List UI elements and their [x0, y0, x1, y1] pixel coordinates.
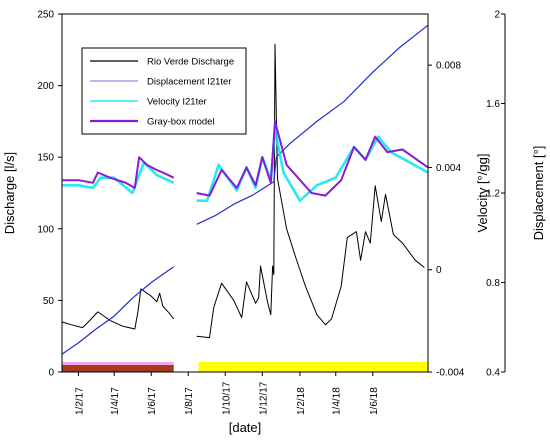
series-0-segment-0 — [61, 288, 175, 330]
discharge-axis-tick-label-5: 250 — [37, 10, 54, 21]
legend-label-2: Velocity I21ter — [147, 97, 207, 108]
x-tick-label-2: 1/6/17 — [147, 387, 158, 415]
velocity-axis-tick-label-1: 0 — [436, 265, 442, 276]
series-lines — [61, 24, 429, 355]
discharge-axis-title: Discharge [l/s] — [2, 152, 17, 234]
x-tick-label-6: 1/2/18 — [296, 387, 307, 415]
x-tick-label-1: 1/4/17 — [110, 387, 121, 415]
velocity-axis-title: Velocity [°/gg] — [475, 154, 490, 233]
legend-label-3: Gray-box model — [147, 117, 215, 128]
x-tick-label-0: 1/2/17 — [74, 387, 85, 415]
time-band-2 — [198, 362, 428, 372]
time-band-1 — [62, 365, 174, 372]
discharge-axis-tick-label-3: 150 — [37, 153, 54, 164]
velocity-axis-tick-label-3: 0.008 — [436, 61, 461, 72]
series-3-segment-0 — [62, 156, 175, 189]
discharge-axis-tick-label-2: 100 — [37, 224, 54, 235]
legend-box — [81, 47, 247, 135]
x-axis-title: [date] — [229, 420, 262, 435]
y-axes: 0 50 100 150 200 250 -0.004 0 0.004 0.008 0.4 0.8 1.… — [37, 10, 506, 379]
series-1-segment-0 — [61, 266, 175, 355]
x-tick-label-3: 1/8/17 — [184, 387, 195, 415]
x-tick-label-4: 1/10/17 — [221, 381, 232, 415]
velocity-axis-tick-label-2: 0.004 — [436, 163, 461, 174]
legend-label-0: Rio Verde Discharge — [147, 57, 234, 68]
displacement-axis-tick-label-2: 1.2 — [486, 189, 500, 200]
displacement-axis-tick-label-4: 2 — [494, 10, 500, 21]
discharge-axis-tick-label-0: 0 — [48, 368, 54, 379]
displacement-axis-title: Displacement [°] — [531, 146, 546, 241]
displacement-axis-tick-label-0: 0.4 — [486, 368, 500, 379]
x-tick-label-5: 1/12/17 — [258, 381, 269, 415]
series-2-segment-1 — [196, 127, 429, 202]
displacement-axis-tick-label-3: 1.6 — [486, 99, 500, 110]
x-axis: 1/2/17 1/4/17 1/6/17 1/8/17 1/10/17 1/12/17 1/… — [74, 372, 380, 415]
discharge-axis-tick-label-4: 200 — [37, 81, 54, 92]
velocity-axis-tick-label-0: -0.004 — [436, 368, 465, 379]
series-0-segment-1 — [196, 43, 425, 339]
legend: Rio Verde Discharge Displacement I21ter Ve… — [81, 47, 247, 135]
x-tick-label-8: 1/6/18 — [369, 387, 380, 415]
discharge-axis-tick-label-1: 50 — [43, 296, 55, 307]
x-tick-label-7: 1/4/18 — [332, 387, 343, 415]
time-bands — [62, 362, 428, 372]
displacement-axis-tick-label-1: 0.8 — [486, 278, 500, 289]
legend-label-1: Displacement I21ter — [147, 77, 231, 88]
series-3-segment-1 — [196, 120, 429, 197]
series-2-segment-0 — [62, 161, 175, 195]
